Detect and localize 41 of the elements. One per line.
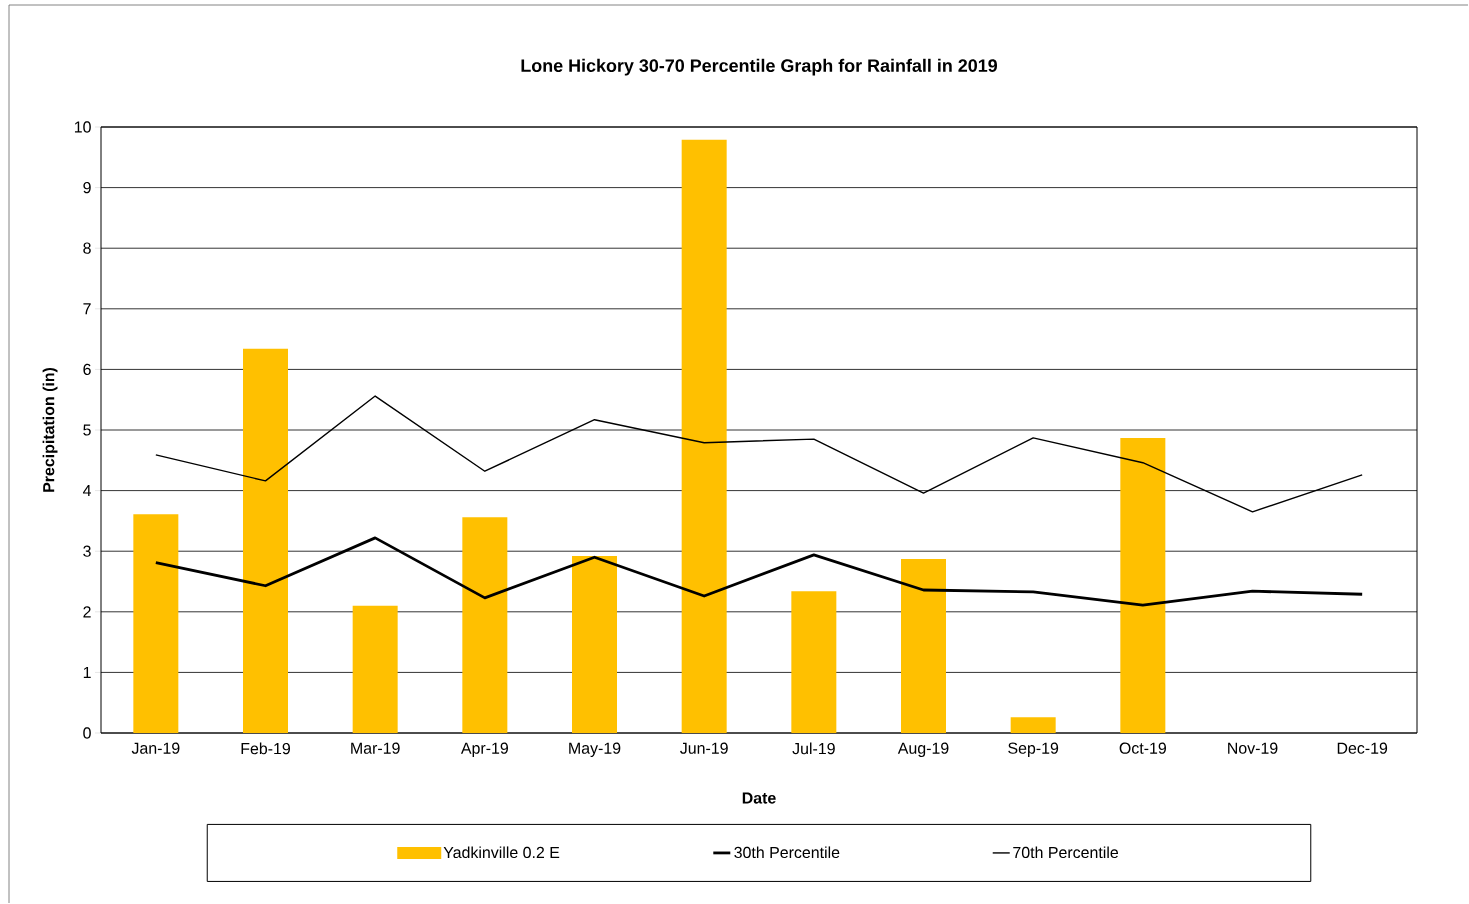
bar bbox=[901, 559, 946, 734]
x-tick-label: Nov-19 bbox=[1228, 742, 1278, 754]
y-tick-label: 2 bbox=[83, 606, 91, 618]
bar bbox=[462, 517, 508, 734]
y-tick-label: 10 bbox=[74, 121, 91, 133]
x-tick-label: Jul-19 bbox=[792, 742, 835, 755]
y-tick-label: 7 bbox=[83, 303, 91, 315]
x-tick-label: Apr-19 bbox=[460, 742, 508, 757]
y-tick-label: 1 bbox=[83, 666, 91, 678]
x-tick-label: May-19 bbox=[569, 742, 621, 757]
x-tick-label: Feb-19 bbox=[241, 742, 290, 755]
legend-label: Yadkinville 0.2 E bbox=[443, 846, 560, 859]
x-tick-label: Aug-19 bbox=[897, 742, 949, 757]
bar bbox=[572, 556, 617, 734]
y-tick-label: 3 bbox=[83, 545, 91, 557]
line-series bbox=[155, 395, 1363, 513]
y-tick-label: 9 bbox=[83, 181, 91, 194]
x-tick-label: Mar-19 bbox=[351, 742, 400, 754]
x-tick-label: Jan-19 bbox=[131, 742, 180, 754]
x-tick-label: Oct-19 bbox=[1119, 742, 1166, 754]
y-tick-label: 4 bbox=[82, 485, 92, 497]
chart-title: Lone Hickory 30-70 Percentile Graph for Rainfall in 2019 bbox=[521, 58, 998, 76]
x-tick-label: Sep-19 bbox=[1008, 742, 1059, 757]
legend-label: 30th Percentile bbox=[734, 846, 840, 859]
bar bbox=[681, 139, 727, 734]
y-axis-title: Precipitation (in) bbox=[42, 367, 58, 492]
bar bbox=[1010, 717, 1056, 734]
x-tick-label: Dec-19 bbox=[1337, 742, 1388, 754]
bar bbox=[243, 348, 288, 734]
y-tick-label: 5 bbox=[83, 424, 91, 436]
bar bbox=[791, 591, 837, 734]
bar bbox=[1120, 437, 1166, 734]
x-tick-label: Jun-19 bbox=[680, 742, 728, 754]
y-tick-label: 0 bbox=[83, 727, 91, 739]
y-tick-label: 8 bbox=[83, 242, 91, 254]
line-series bbox=[154, 536, 1364, 607]
x-axis-title: Date bbox=[742, 792, 776, 804]
legend-label: 70th Percentile bbox=[1013, 846, 1119, 859]
bar bbox=[133, 514, 179, 734]
bar bbox=[352, 605, 398, 734]
y-tick-label: 6 bbox=[83, 363, 91, 376]
